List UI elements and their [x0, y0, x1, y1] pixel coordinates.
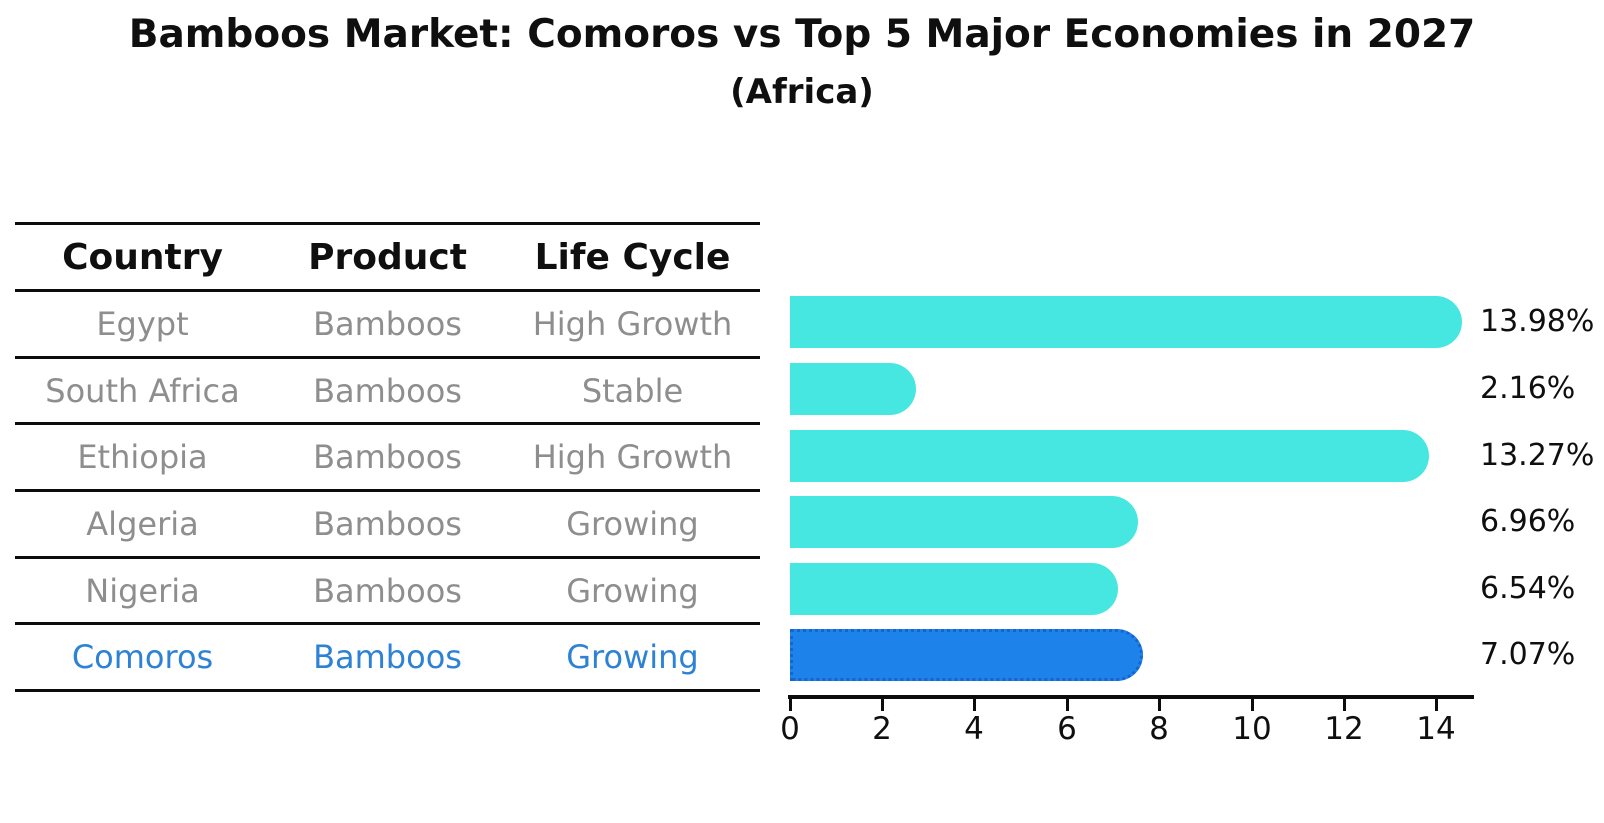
cell-product: Bamboos: [313, 505, 462, 543]
bar-nigeria: [790, 563, 1118, 615]
cell-country: South Africa: [45, 371, 240, 410]
cell-product: Bamboos: [313, 438, 462, 476]
table-grid-line: [15, 689, 760, 692]
x-axis-tick: [1343, 699, 1346, 711]
table-row-south-africa: South Africa Bamboos Stable: [15, 359, 760, 422]
table-grid-line: [15, 489, 760, 492]
table-grid-line: [15, 422, 760, 425]
cell-country: Ethiopia: [77, 438, 208, 476]
x-axis-tick-label: 14: [1416, 711, 1456, 747]
table-grid-line: [15, 556, 760, 559]
x-axis-tick-label: 0: [780, 711, 800, 747]
table-grid-line: [15, 222, 760, 225]
x-axis-tick: [973, 699, 976, 711]
value-label-algeria: 6.96%: [1480, 504, 1576, 539]
x-axis-tick-label: 8: [1149, 711, 1169, 747]
col-header-lifecycle: Life Cycle: [534, 236, 731, 278]
value-label-ethiopia: 13.27%: [1480, 438, 1595, 473]
col-header-product: Product: [308, 236, 467, 278]
value-label-south-africa: 2.16%: [1480, 371, 1576, 406]
table-row-ethiopia: Ethiopia Bamboos High Growth: [15, 425, 760, 489]
x-axis-tick-label: 2: [872, 711, 892, 747]
value-label-egypt: 13.98%: [1480, 304, 1595, 339]
bar-ethiopia: [790, 430, 1429, 482]
cell-product: Bamboos: [313, 305, 462, 343]
table-grid-line: [15, 289, 760, 292]
cell-product: Bamboos: [313, 638, 462, 676]
bar-algeria: [790, 496, 1138, 548]
x-axis-tick-label: 4: [964, 711, 984, 747]
chart-title: Bamboos Market: Comoros vs Top 5 Major E…: [128, 12, 1476, 57]
cell-country: Comoros: [71, 638, 214, 676]
x-axis-tick: [1158, 699, 1161, 711]
cell-lifecycle: Growing: [566, 505, 699, 543]
bar-comoros: [790, 629, 1143, 681]
x-axis-tick-label: 10: [1232, 711, 1272, 747]
table-row-comoros: Comoros Bamboos Growing: [15, 625, 760, 689]
cell-lifecycle: High Growth: [532, 305, 733, 343]
x-axis-tick: [1066, 699, 1069, 711]
value-label-nigeria: 6.54%: [1480, 571, 1576, 606]
cell-lifecycle: Growing: [566, 638, 699, 676]
table-grid-line: [15, 622, 760, 625]
chart-subtitle: (Africa): [730, 72, 874, 112]
table-grid-line: [15, 356, 760, 359]
x-axis-line: [788, 695, 1474, 699]
bar-south-africa: [790, 363, 916, 415]
bar-egypt: [790, 296, 1462, 348]
cell-lifecycle: High Growth: [532, 438, 733, 476]
col-header-country: Country: [62, 236, 223, 278]
x-axis-tick: [881, 699, 884, 711]
x-axis-tick: [1251, 699, 1254, 711]
x-axis-tick-label: 6: [1057, 711, 1077, 747]
table-row-nigeria: Nigeria Bamboos Growing: [15, 559, 760, 622]
cell-lifecycle: Growing: [566, 571, 699, 610]
table-row-egypt: Egypt Bamboos High Growth: [15, 292, 760, 356]
table-row-algeria: Algeria Bamboos Growing: [15, 492, 760, 556]
cell-product: Bamboos: [313, 571, 462, 610]
x-axis-tick: [1435, 699, 1438, 711]
x-axis-tick: [789, 699, 792, 711]
cell-country: Algeria: [86, 505, 199, 543]
x-axis-tick-label: 12: [1324, 711, 1364, 747]
cell-product: Bamboos: [313, 371, 462, 410]
cell-country: Egypt: [96, 305, 189, 343]
cell-lifecycle: Stable: [581, 371, 684, 410]
cell-country: Nigeria: [85, 571, 200, 610]
value-label-comoros: 7.07%: [1480, 637, 1576, 672]
table-header-row: Country Product Life Cycle: [15, 225, 760, 289]
